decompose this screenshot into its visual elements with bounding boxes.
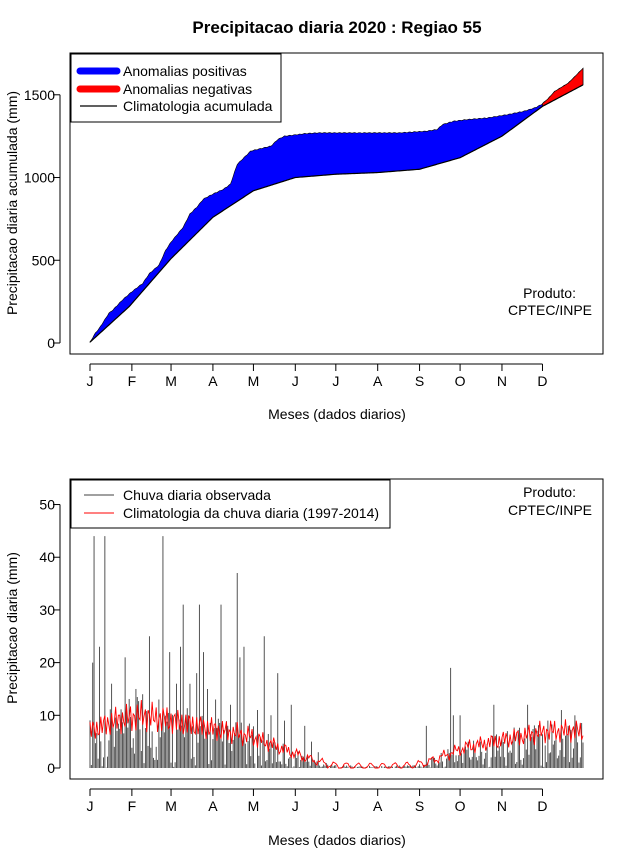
bottom-y-tick-label: 0 — [47, 760, 55, 776]
negative-anomaly-area — [542, 67, 584, 107]
top-plot-frame — [69, 52, 604, 355]
top-x-tick-label: S — [415, 373, 424, 389]
top-x-tick-label: A — [208, 373, 218, 389]
top-x-tick-label: M — [248, 373, 260, 389]
legend-daily-climatology: Climatologia da chuva diaria (1997-2014) — [123, 505, 379, 521]
bottom-x-tick-label: J — [332, 798, 339, 814]
top-y-tick-label: 500 — [32, 252, 56, 268]
bottom-annotation-line1: Produto: — [523, 484, 576, 500]
top-x-tick-label: N — [497, 373, 507, 389]
top-y-tick-label: 0 — [47, 335, 55, 351]
bottom-x-tick-label: J — [87, 798, 94, 814]
top-x-tick-label: J — [87, 373, 94, 389]
climatology-daily-line — [89, 699, 584, 769]
top-y-label: Precipitacao diaria acumulada (mm) — [4, 91, 20, 315]
bottom-y-tick-label: 40 — [39, 549, 55, 565]
legend-negative: Anomalias negativas — [123, 81, 252, 97]
bottom-y-tick-label: 10 — [39, 707, 55, 723]
top-x-tick-label: D — [537, 373, 547, 389]
top-x-tick-label: M — [165, 373, 177, 389]
top-y-tick-label: 1500 — [24, 87, 55, 103]
bottom-x-tick-label: N — [497, 798, 507, 814]
bottom-x-tick-label: S — [415, 798, 424, 814]
legend-observed: Chuva diaria observada — [123, 487, 271, 503]
top-annotation-line2: CPTEC/INPE — [508, 302, 592, 318]
bottom-x-tick-label: A — [208, 798, 218, 814]
bottom-x-tick-label: F — [128, 798, 137, 814]
bottom-x-tick-label: A — [373, 798, 383, 814]
top-x-tick-label: A — [373, 373, 383, 389]
legend-climatology: Climatologia acumulada — [123, 98, 273, 114]
top-x-tick-label: J — [292, 373, 299, 389]
top-x-tick-label: O — [455, 373, 466, 389]
bottom-legend-box — [70, 479, 391, 529]
climatology-cumulative-line — [89, 84, 584, 343]
top-x-label: Meses (dados diarios) — [268, 406, 406, 422]
bottom-y-label: Precipitacao diaria (mm) — [4, 552, 20, 704]
top-x-tick-label: J — [332, 373, 339, 389]
top-y-axis: 0 500 1000 1500 — [24, 87, 61, 351]
bottom-x-tick-label: M — [165, 798, 177, 814]
top-annotation-line1: Produto: — [523, 285, 576, 301]
top-legend: Anomalias positivas Anomalias negativas … — [70, 53, 282, 123]
figure-title: Precipitacao diaria 2020 : Regiao 55 — [192, 18, 481, 37]
bottom-legend: Chuva diaria observada Climatologia da c… — [70, 479, 391, 529]
bottom-y-tick-label: 30 — [39, 602, 55, 618]
daily-chart: J F M A M J J A S O N D 0 10 20 30 40 50 Meses (dados di… — [4, 478, 604, 848]
bottom-annotation-line2: CPTEC/INPE — [508, 502, 592, 518]
top-y-tick-label: 1000 — [24, 170, 55, 186]
bottom-x-tick-label: D — [537, 798, 547, 814]
top-x-tick-label: F — [128, 373, 137, 389]
bottom-plot-frame — [69, 478, 604, 780]
bottom-x-tick-label: O — [455, 798, 466, 814]
legend-positive: Anomalias positivas — [123, 63, 247, 79]
bottom-y-tick-label: 20 — [39, 655, 55, 671]
bottom-x-tick-label: M — [248, 798, 260, 814]
accumulated-chart: J F M A M J J A S O N D 0 500 1000 1500 Meses (dados d… — [4, 52, 604, 422]
bottom-y-tick-label: 50 — [39, 497, 55, 513]
bottom-x-tick-label: J — [292, 798, 299, 814]
bottom-y-axis: 0 10 20 30 40 50 — [39, 497, 61, 776]
bottom-x-label: Meses (dados diarios) — [268, 832, 406, 848]
observed-daily-bars — [89, 536, 584, 768]
